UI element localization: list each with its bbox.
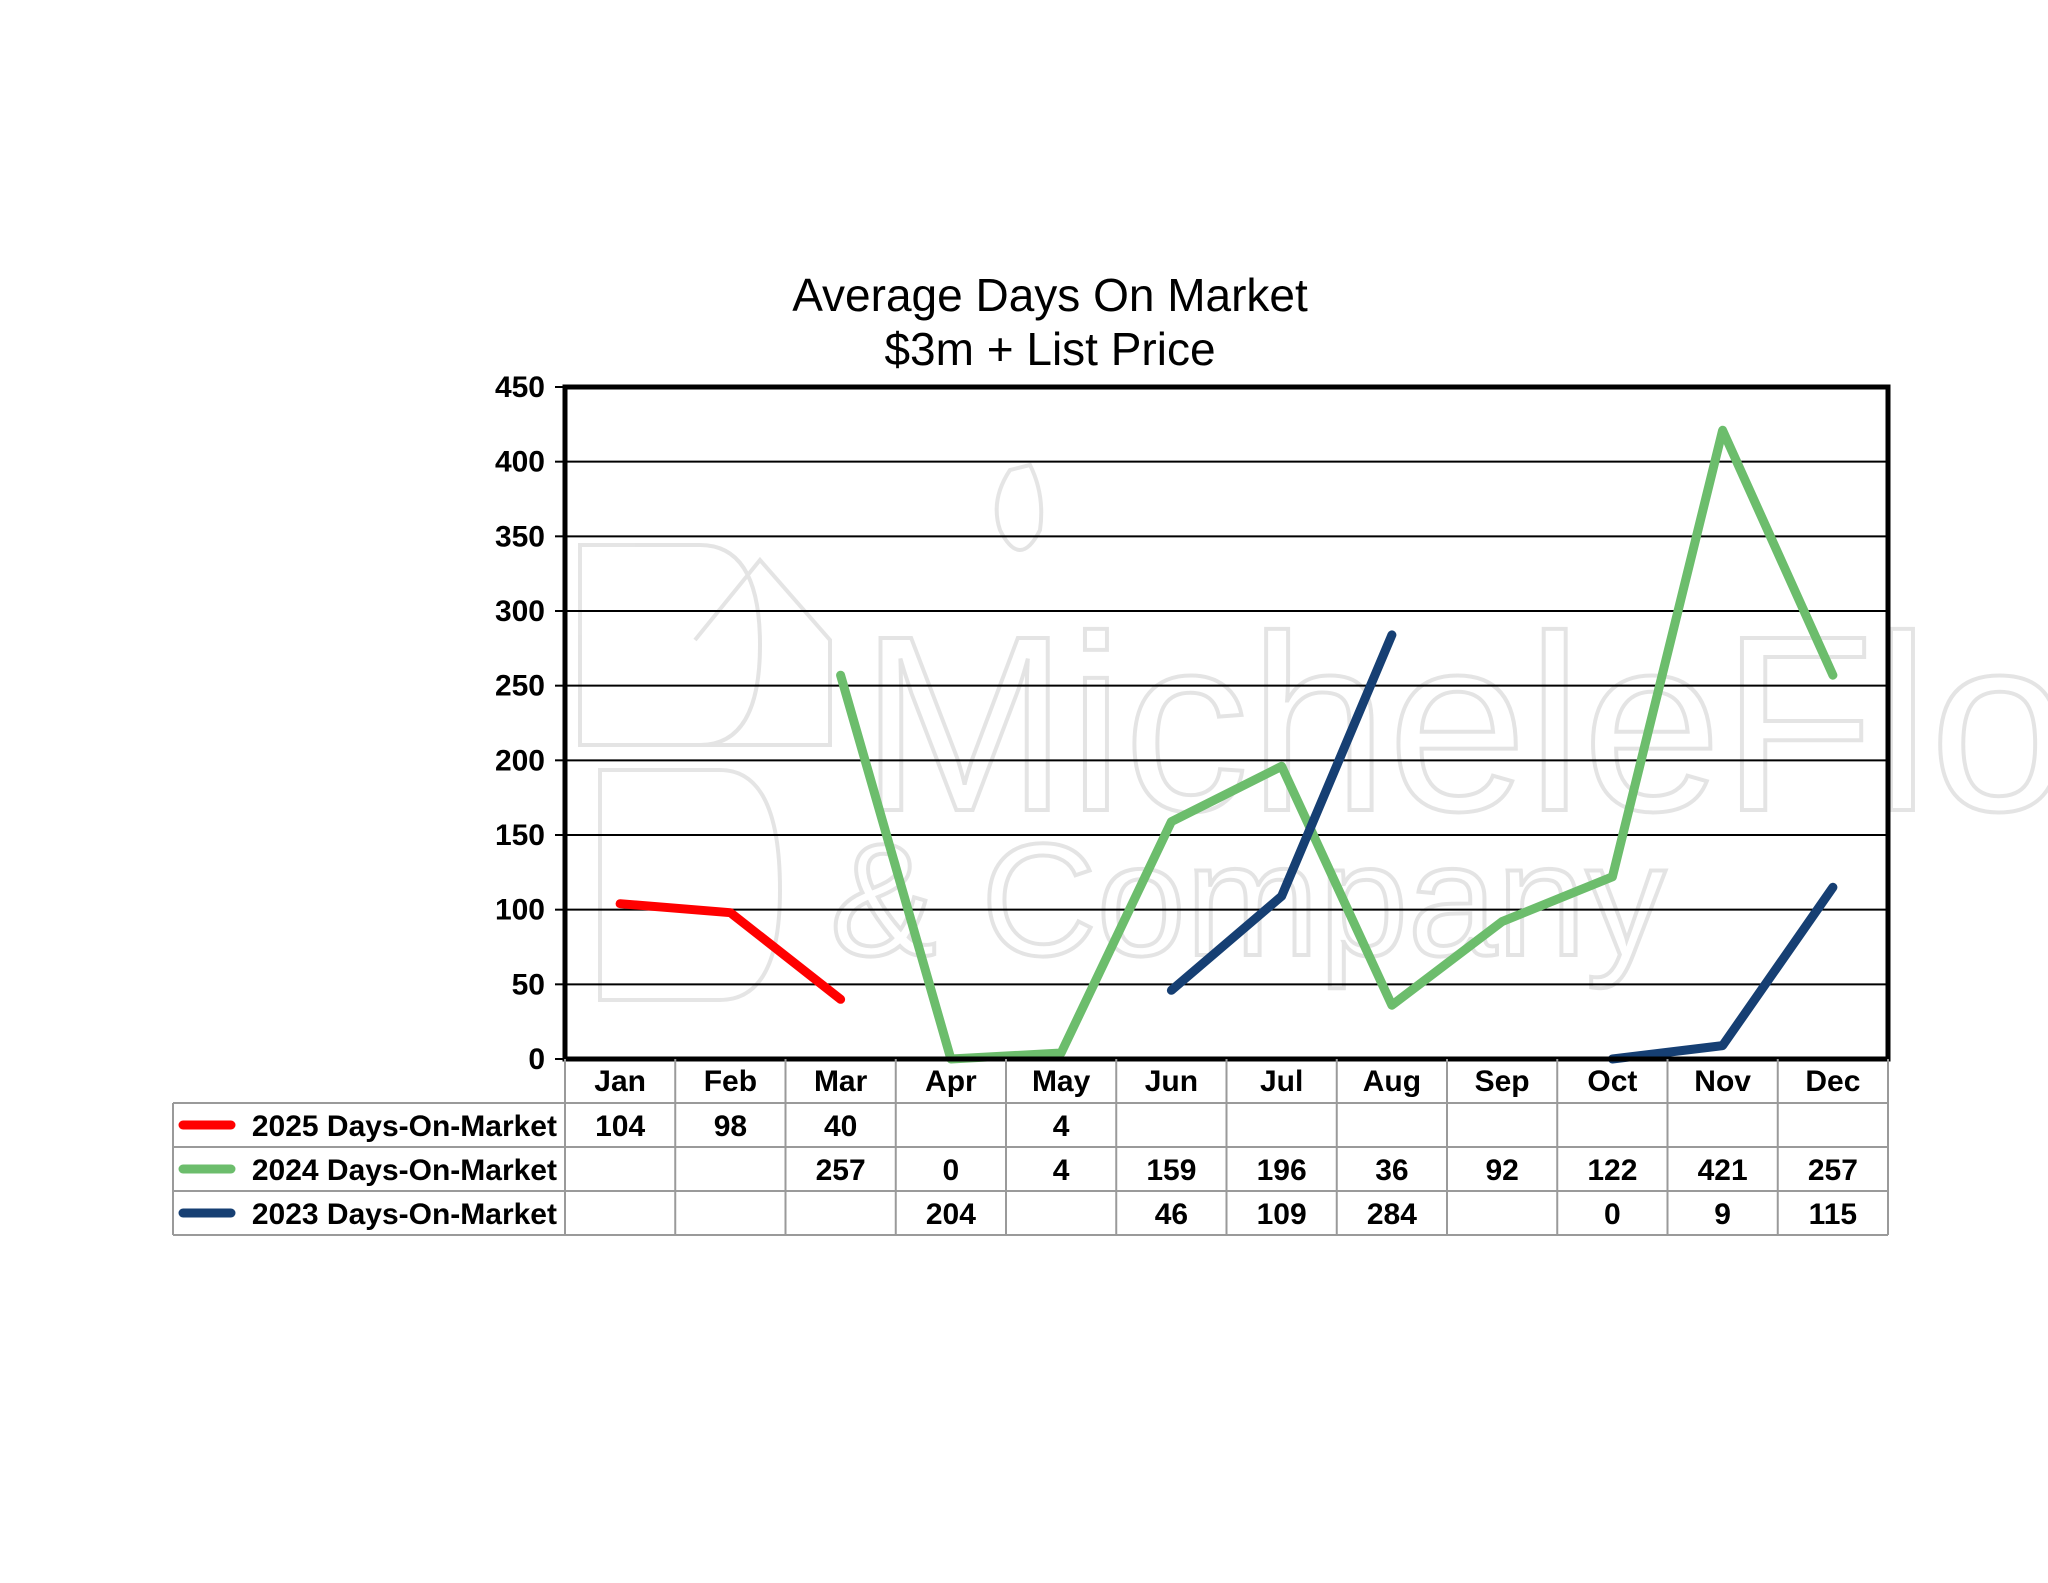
data-label: 257: [816, 1154, 866, 1187]
series-lines: [615, 425, 1838, 1064]
x-tick-label: Jun: [1145, 1065, 1198, 1098]
data-label: 159: [1146, 1154, 1196, 1187]
data-label: 36: [1375, 1154, 1408, 1187]
x-tick-label: Sep: [1475, 1065, 1530, 1098]
x-tick-label: Jan: [594, 1065, 646, 1098]
data-label: 284: [1367, 1198, 1417, 1231]
series-line-0-seg0: [615, 899, 846, 1004]
data-label: 122: [1587, 1154, 1637, 1187]
y-tick-label: 400: [495, 446, 545, 479]
data-label: 104: [595, 1110, 645, 1143]
gridlines: [565, 460, 1888, 986]
data-label: 98: [714, 1110, 747, 1143]
y-tick-label: 300: [495, 595, 545, 628]
legend-label: 2025 Days-On-Market: [252, 1110, 557, 1143]
data-label: 4: [1053, 1154, 1070, 1187]
company-watermark: MicheleFlory & Company: [578, 462, 2048, 1002]
x-tick-label: Dec: [1805, 1065, 1860, 1098]
x-tick-label: Mar: [814, 1065, 868, 1098]
y-tick-label: 350: [495, 520, 545, 553]
x-tick-label: Aug: [1363, 1065, 1421, 1098]
data-label: 204: [926, 1198, 976, 1231]
x-tick-label: May: [1032, 1065, 1091, 1098]
y-tick-label: 450: [495, 371, 545, 404]
y-tick-label: 0: [528, 1043, 545, 1076]
data-table: Jan Feb Mar Apr May Jun Jul Aug Sep Oct Nov Dec 2025…: [172, 1059, 1889, 1236]
svg-text:MicheleFlory: MicheleFlory: [860, 584, 2048, 863]
data-label: 421: [1698, 1154, 1748, 1187]
data-label: 196: [1257, 1154, 1307, 1187]
series-line-1: [836, 425, 1838, 1064]
data-label: 257: [1808, 1154, 1858, 1187]
x-tick-label: Nov: [1694, 1065, 1751, 1098]
data-label: 0: [943, 1154, 960, 1187]
y-tick-label: 200: [495, 744, 545, 777]
x-tick-label: Apr: [925, 1065, 977, 1098]
data-label: 40: [824, 1110, 857, 1143]
data-label: 115: [1809, 1198, 1857, 1231]
data-label: 0: [1604, 1198, 1621, 1231]
series-line-2-seg1: [1166, 630, 1397, 995]
svg-text:& Company: & Company: [830, 810, 1666, 989]
y-axis: 0 50 100 150 200 250 300 350 400 450: [495, 371, 565, 1076]
x-tick-label: Jul: [1260, 1065, 1303, 1098]
y-tick-label: 150: [495, 819, 545, 852]
data-label: 46: [1155, 1198, 1188, 1231]
legend-label: 2024 Days-On-Market: [252, 1154, 557, 1187]
legend-label: 2023 Days-On-Market: [252, 1198, 557, 1231]
chart-title: Average Days On Market: [792, 269, 1308, 321]
y-tick-label: 100: [495, 894, 545, 927]
x-tick-label: Feb: [704, 1065, 757, 1098]
x-tick-label: Oct: [1587, 1065, 1637, 1098]
data-label: 92: [1485, 1154, 1518, 1187]
y-tick-label: 250: [495, 670, 545, 703]
data-label: 4: [1053, 1110, 1070, 1143]
y-tick-label: 50: [512, 968, 545, 1001]
chart-subtitle: $3m + List Price: [884, 323, 1216, 375]
data-label: 109: [1257, 1198, 1307, 1231]
series-line-2-seg2: [1607, 882, 1838, 1064]
data-label: 9: [1714, 1198, 1731, 1231]
